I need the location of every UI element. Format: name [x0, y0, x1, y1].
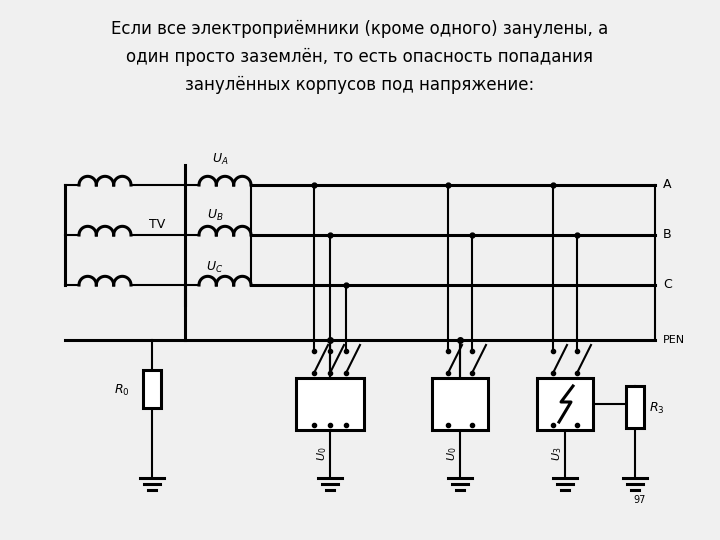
Text: PEN: PEN: [663, 335, 685, 345]
Text: C: C: [663, 279, 672, 292]
Bar: [626, 386, 644, 428]
Text: 97: 97: [634, 495, 646, 505]
Text: $U_0$: $U_0$: [445, 447, 459, 461]
Text: A: A: [663, 179, 672, 192]
Text: один просто заземлён, то есть опасность попадания: один просто заземлён, то есть опасность …: [127, 48, 593, 66]
Text: $R_0$: $R_0$: [114, 382, 130, 397]
Text: TV: TV: [149, 219, 165, 232]
Text: Если все электроприёмники (кроме одного) занулены, а: Если все электроприёмники (кроме одного)…: [112, 20, 608, 38]
Bar: [296, 378, 364, 430]
Text: $U_B$: $U_B$: [207, 207, 223, 222]
Bar: [432, 378, 488, 430]
Bar: [537, 378, 593, 430]
Text: занулённых корпусов под напряжение:: занулённых корпусов под напряжение:: [185, 76, 535, 94]
Bar: [143, 370, 161, 408]
Text: $R_3$: $R_3$: [649, 401, 665, 416]
Text: B: B: [663, 228, 672, 241]
Text: $U_C$: $U_C$: [207, 259, 224, 274]
Text: $U_3$: $U_3$: [550, 447, 564, 461]
Text: $U_A$: $U_A$: [212, 151, 228, 166]
Text: $U_0$: $U_0$: [315, 447, 329, 461]
